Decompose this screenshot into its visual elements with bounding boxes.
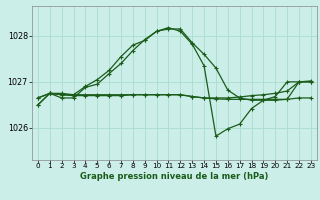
X-axis label: Graphe pression niveau de la mer (hPa): Graphe pression niveau de la mer (hPa): [80, 172, 268, 181]
